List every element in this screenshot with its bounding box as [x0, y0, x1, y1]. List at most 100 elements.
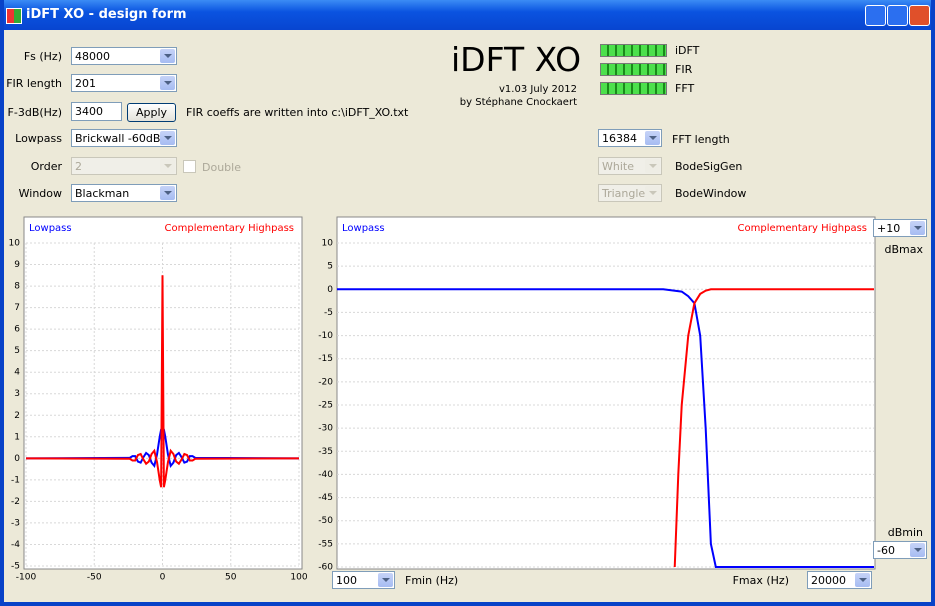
x-tick-label: 0	[160, 573, 166, 583]
y-tick-label: 8	[14, 282, 20, 292]
apply-button[interactable]: Apply	[127, 103, 176, 122]
combo-value: Brickwall -60dB	[75, 132, 161, 145]
combo-box[interactable]: 20000	[807, 571, 872, 589]
y-tick-label: -3	[11, 518, 20, 528]
label: F-3dB(Hz)	[7, 106, 62, 119]
combo-value: Triangle	[602, 187, 646, 200]
label: Fmin (Hz)	[405, 574, 459, 587]
checkbox-label: Double	[202, 161, 241, 174]
app-icon	[6, 8, 22, 24]
maximize-button[interactable]	[887, 5, 908, 26]
combo-box[interactable]: 201	[71, 74, 177, 92]
y-tick-label: 6	[14, 325, 20, 335]
y-tick-label: 7	[14, 303, 20, 313]
combo-value: 16384	[602, 132, 637, 145]
y-tick-label: -45	[318, 493, 333, 503]
combo-box[interactable]: -60	[873, 541, 927, 559]
label: Window	[18, 187, 62, 200]
y-tick-label: 5	[14, 346, 20, 356]
label: FIR length	[6, 77, 62, 90]
y-tick-label: -2	[11, 497, 20, 507]
label: FFT length	[672, 133, 730, 146]
y-tick-label: -60	[318, 563, 333, 573]
title-bar: iDFT XO - design form	[4, 0, 931, 30]
combo-value: 2	[75, 160, 82, 173]
y-tick-label: -1	[11, 475, 20, 485]
label: BodeWindow	[675, 187, 747, 200]
minimize-button[interactable]	[865, 5, 886, 26]
y-tick-label: -20	[318, 377, 333, 387]
label: Fs (Hz)	[23, 50, 62, 63]
x-tick-label: 100	[290, 573, 307, 583]
series-line	[673, 288, 874, 568]
y-tick-label: -50	[318, 516, 333, 526]
series-line	[25, 275, 300, 488]
close-button[interactable]	[909, 5, 930, 26]
combo-box: Triangle	[598, 184, 662, 202]
combo-box[interactable]: Brickwall -60dB	[71, 129, 177, 147]
y-tick-label: -5	[11, 562, 20, 572]
combo-value: Blackman	[75, 187, 130, 200]
y-tick-label: -40	[318, 470, 333, 480]
combo-box: 2	[71, 157, 177, 175]
combo-value: 201	[75, 77, 96, 90]
label: Fmax (Hz)	[732, 574, 789, 587]
version: v1.03 July 2012	[499, 84, 577, 95]
x-tick-label: -100	[16, 573, 37, 583]
combo-box[interactable]: 100	[332, 571, 395, 589]
y-tick-label: -55	[318, 539, 333, 549]
legend-label: Lowpass	[342, 223, 385, 234]
label: dBmax	[884, 243, 924, 256]
plot-area	[336, 216, 876, 570]
label: Lowpass	[15, 132, 62, 145]
combo-box[interactable]: 16384	[598, 129, 662, 147]
x-tick-label: -50	[87, 573, 102, 583]
indicator-label: FIR	[675, 63, 693, 76]
indicator-label: iDFT	[675, 44, 700, 57]
y-tick-label: -35	[318, 447, 333, 457]
label: Order	[30, 160, 62, 173]
y-tick-label: 2	[14, 411, 20, 421]
y-tick-label: -25	[318, 401, 333, 411]
indicator	[600, 82, 667, 95]
checkbox	[183, 160, 196, 173]
combo-box[interactable]: 48000	[71, 47, 177, 65]
y-tick-label: 10	[9, 239, 21, 249]
y-tick-label: 3	[14, 389, 20, 399]
window-title: iDFT XO - design form	[26, 7, 187, 22]
y-tick-label: 5	[327, 262, 333, 272]
combo-box[interactable]: Blackman	[71, 184, 177, 202]
legend-label: Complementary Highpass	[738, 223, 868, 234]
y-tick-label: 0	[327, 285, 333, 295]
y-tick-label: 0	[14, 454, 20, 464]
combo-value: +10	[877, 222, 901, 235]
app-title: iDFT XO	[451, 40, 582, 79]
combo-value: White	[602, 160, 634, 173]
text-value: 3400	[75, 105, 103, 118]
legend-label: Complementary Highpass	[165, 223, 295, 234]
combo-box[interactable]: +10	[873, 219, 927, 237]
combo-value: 100	[336, 574, 357, 587]
combo-box: White	[598, 157, 662, 175]
y-tick-label: 9	[14, 260, 20, 270]
x-tick-label: 50	[225, 573, 237, 583]
legend-label: Lowpass	[29, 223, 72, 234]
y-tick-label: -4	[11, 540, 20, 550]
y-tick-label: -5	[324, 308, 333, 318]
indicator	[600, 44, 667, 57]
text-box[interactable]: 3400	[71, 102, 122, 121]
combo-value: -60	[877, 544, 895, 557]
indicator	[600, 63, 667, 76]
label: BodeSigGen	[675, 160, 743, 173]
indicator-label: FFT	[675, 82, 695, 95]
label: dBmin	[887, 526, 923, 539]
y-tick-label: 10	[322, 239, 334, 249]
combo-value: 48000	[75, 50, 110, 63]
y-tick-label: -10	[318, 331, 333, 341]
combo-value: 20000	[811, 574, 846, 587]
y-tick-label: 1	[14, 432, 20, 442]
y-tick-label: -30	[318, 424, 333, 434]
note: FIR coeffs are written into c:\iDFT_XO.t…	[186, 106, 409, 119]
